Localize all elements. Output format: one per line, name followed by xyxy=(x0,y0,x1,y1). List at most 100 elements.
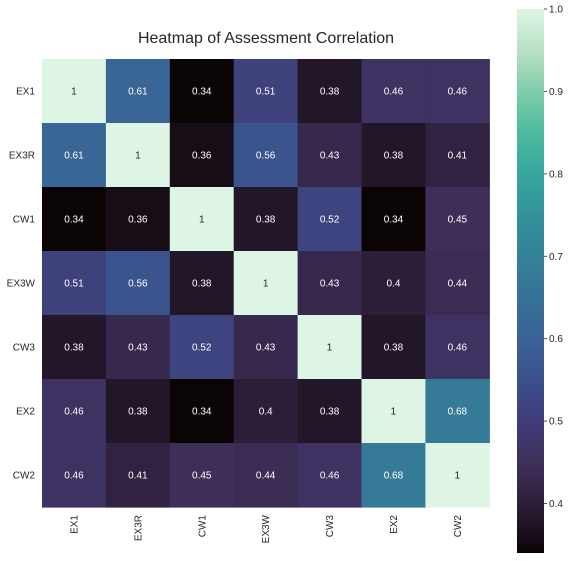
cell-value-label: 0.61 xyxy=(128,87,148,98)
heatmap-cell xyxy=(42,443,107,508)
cell-value-label: 0.44 xyxy=(448,279,468,290)
cell-value-label: 0.51 xyxy=(64,279,84,290)
y-tick-label: EX3W xyxy=(7,279,36,290)
cell-value-label: 0.41 xyxy=(448,151,468,162)
cell-value-label: 1 xyxy=(263,279,269,290)
chart-title: Heatmap of Assessment Correlation xyxy=(138,30,394,47)
cell-value-label: 0.41 xyxy=(128,471,148,482)
x-tick-label: EX3W xyxy=(261,514,272,543)
cell-value-label: 0.38 xyxy=(128,407,148,418)
heatmap-cell xyxy=(297,123,363,188)
x-tick-label: EX1 xyxy=(69,515,80,534)
y-tick-label: CW1 xyxy=(13,215,36,226)
heatmap-cell xyxy=(425,59,490,124)
colorbar xyxy=(517,9,544,553)
heatmap-cell xyxy=(361,379,426,444)
heatmap-cell xyxy=(233,315,299,380)
heatmap-cell xyxy=(233,443,299,508)
x-tick-label: CW2 xyxy=(453,515,464,538)
colorbar-gradient xyxy=(517,9,544,553)
heatmap-cell xyxy=(425,123,490,188)
heatmap-cell xyxy=(361,187,426,252)
heatmap-cell xyxy=(233,59,299,124)
heatmap-cell xyxy=(169,443,235,508)
heatmap-cell xyxy=(297,59,363,124)
heatmap-cell xyxy=(233,187,299,252)
heatmap-cells: 1 0.61 0.34 0.51 0.38 0.46 0.46 0.61 1 0.36 0.56 0.… xyxy=(42,59,490,508)
colorbar-tick-label: 0.6 xyxy=(549,334,563,345)
heatmap-cell xyxy=(425,443,490,508)
cell-value-label: 0.38 xyxy=(256,215,276,226)
cell-value-label: 0.43 xyxy=(320,279,340,290)
cell-value-label: 0.4 xyxy=(386,279,400,290)
heatmap-cell xyxy=(297,187,363,252)
cell-value-label: 1 xyxy=(71,87,77,98)
heatmap-cell xyxy=(169,315,235,380)
heatmap-cell xyxy=(361,123,426,188)
colorbar-tick-label: 0.5 xyxy=(549,417,563,428)
cell-value-label: 0.45 xyxy=(448,215,468,226)
cell-value-label: 0.38 xyxy=(320,87,340,98)
cell-value-label: 0.34 xyxy=(384,215,404,226)
cell-value-label: 0.52 xyxy=(192,343,212,354)
heatmap-cell xyxy=(105,123,171,188)
x-tick-label: CW1 xyxy=(197,515,208,538)
cell-value-label: 0.36 xyxy=(128,215,148,226)
y-tick-label: EX1 xyxy=(16,87,35,98)
heatmap-cell xyxy=(425,315,490,380)
colorbar-tick-label: 0.7 xyxy=(549,252,563,263)
cell-value-label: 0.68 xyxy=(448,407,468,418)
heatmap-cell xyxy=(361,315,426,380)
heatmap-cell xyxy=(105,187,171,252)
cell-value-label: 0.68 xyxy=(384,471,404,482)
cell-value-label: 0.52 xyxy=(320,215,340,226)
heatmap-cell xyxy=(233,379,299,444)
heatmap-cell xyxy=(297,251,363,316)
heatmap-cell xyxy=(233,251,299,316)
heatmap-cell xyxy=(169,187,235,252)
heatmap-cell xyxy=(361,443,426,508)
cell-value-label: 0.38 xyxy=(64,343,84,354)
heatmap-cell xyxy=(42,187,107,252)
cell-value-label: 0.38 xyxy=(192,279,212,290)
cell-value-label: 0.46 xyxy=(64,471,84,482)
cell-value-label: 0.45 xyxy=(192,471,212,482)
colorbar-tick-label: 0.8 xyxy=(549,169,563,180)
heatmap-cell xyxy=(425,187,490,252)
x-axis-tick-labels: EX1 EX3R CW1 EX3W CW3 EX2 CW2 xyxy=(69,514,463,543)
cell-value-label: 1 xyxy=(455,471,461,482)
colorbar-tick-label: 0.4 xyxy=(549,499,563,510)
y-tick-label: CW2 xyxy=(13,471,36,482)
y-tick-label: EX2 xyxy=(16,407,35,418)
heatmap-cell xyxy=(105,251,171,316)
x-tick-label: EX3R xyxy=(133,515,144,541)
cell-value-label: 0.46 xyxy=(448,87,468,98)
cell-value-label: 0.46 xyxy=(384,87,404,98)
heatmap-cell xyxy=(169,59,235,124)
heatmap-cell xyxy=(105,59,171,124)
heatmap-cell xyxy=(42,379,107,444)
heatmap-cell xyxy=(425,251,490,316)
heatmap-cell xyxy=(361,251,426,316)
heatmap-cell xyxy=(169,379,235,444)
cell-value-label: 1 xyxy=(327,343,333,354)
cell-value-label: 1 xyxy=(391,407,397,418)
cell-value-label: 0.56 xyxy=(256,151,276,162)
cell-value-label: 0.43 xyxy=(256,343,276,354)
cell-value-label: 0.38 xyxy=(384,151,404,162)
cell-value-label: 0.61 xyxy=(64,151,84,162)
cell-value-label: 0.46 xyxy=(320,471,340,482)
heatmap-cell xyxy=(42,315,107,380)
heatmap-cell xyxy=(42,123,107,188)
cell-value-label: 0.43 xyxy=(128,343,148,354)
heatmap-cell xyxy=(297,315,363,380)
heatmap-cell xyxy=(105,443,171,508)
heatmap-cell xyxy=(105,379,171,444)
cell-value-label: 0.51 xyxy=(256,87,276,98)
heatmap-cell xyxy=(169,251,235,316)
heatmap-cell xyxy=(42,251,107,316)
colorbar-tick-labels: 0.4 0.5 0.6 0.7 0.8 0.9 1.0 xyxy=(544,5,563,510)
cell-value-label: 0.44 xyxy=(256,471,276,482)
cell-value-label: 0.34 xyxy=(64,215,84,226)
